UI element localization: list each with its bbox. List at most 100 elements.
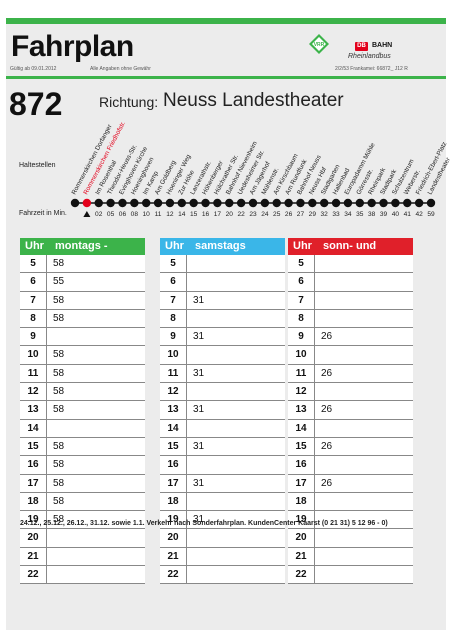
minutes-cell: 58 bbox=[53, 459, 65, 471]
table-row: 9 31 bbox=[160, 328, 285, 347]
svg-text:VRR: VRR bbox=[314, 42, 325, 48]
hour-cell: 12 bbox=[20, 383, 47, 401]
table-row: 8 bbox=[160, 309, 285, 329]
hour-cell: 19 bbox=[160, 511, 187, 529]
timetable-column: Uhr samstags 5 6 7 31 8 9 31 10 11 31 12 13 31 14 15 31 16… bbox=[160, 238, 285, 585]
table-row: 22 bbox=[160, 566, 285, 585]
hour-cell: 15 bbox=[20, 437, 47, 456]
stop-travel-time: 38 bbox=[368, 211, 376, 218]
stop-dot bbox=[284, 198, 293, 208]
minutes-cell: 58 bbox=[53, 477, 65, 489]
hour-cell: 16 bbox=[20, 456, 47, 474]
stops-label: Haltestellen bbox=[19, 162, 56, 169]
table-row: 6 bbox=[160, 273, 285, 292]
hour-cell: 16 bbox=[288, 456, 315, 474]
table-row: 15 26 bbox=[288, 437, 413, 457]
table-row: 20 bbox=[20, 529, 145, 548]
days-header: samstags bbox=[195, 240, 246, 252]
footnote: 24.12., 25.12., 26.12., 31.12. sowie 1.1… bbox=[20, 520, 388, 527]
stop-travel-time: 32 bbox=[321, 211, 329, 218]
table-row: 16 58 bbox=[20, 456, 145, 475]
hour-cell: 15 bbox=[288, 437, 315, 456]
table-row: 9 bbox=[20, 328, 145, 347]
hour-cell: 11 bbox=[20, 364, 47, 383]
rheinlandbus-label: Rheinlandbus bbox=[348, 53, 391, 60]
page-title: Fahrplan bbox=[11, 30, 134, 63]
hour-cell: 5 bbox=[288, 255, 315, 273]
stop-dot bbox=[142, 198, 151, 208]
hour-cell: 20 bbox=[20, 529, 47, 547]
hour-cell: 20 bbox=[288, 529, 315, 547]
stop-dot bbox=[426, 198, 436, 208]
table-row: 11 31 bbox=[160, 364, 285, 384]
stop-travel-time: 12 bbox=[166, 211, 174, 218]
reference-text: 2/2/53 Frankamei: 66872_ J12 R bbox=[335, 66, 408, 72]
valid-from-text: Gültig ab 09.01.2012 bbox=[10, 66, 57, 72]
stop-travel-time: 14 bbox=[178, 211, 186, 218]
table-row: 18 58 bbox=[20, 492, 145, 512]
hour-cell: 20 bbox=[160, 529, 187, 547]
hour-cell: 17 bbox=[20, 474, 47, 492]
minutes-cell: 26 bbox=[321, 367, 333, 379]
minutes-cell: 58 bbox=[53, 440, 65, 452]
stop-dot bbox=[189, 198, 198, 208]
table-row: 5 58 bbox=[20, 255, 145, 274]
stop-dot bbox=[248, 198, 258, 208]
hour-cell: 22 bbox=[288, 566, 315, 584]
stop-dot bbox=[414, 198, 424, 208]
table-row: 6 bbox=[288, 273, 413, 292]
hour-cell: 19 bbox=[20, 511, 47, 529]
hour-cell: 15 bbox=[160, 437, 187, 456]
header-divider bbox=[6, 76, 446, 79]
table-row: 14 bbox=[20, 419, 145, 438]
stop-dot bbox=[165, 198, 175, 208]
hour-cell: 8 bbox=[160, 309, 187, 328]
hour-cell: 6 bbox=[288, 273, 315, 291]
table-row: 20 bbox=[160, 529, 285, 548]
table-row: 11 58 bbox=[20, 364, 145, 384]
hour-cell: 18 bbox=[160, 492, 187, 511]
hour-cell: 14 bbox=[20, 419, 47, 437]
stop-dot bbox=[391, 198, 400, 208]
hour-cell: 9 bbox=[20, 328, 47, 346]
stop-dot bbox=[201, 198, 210, 208]
minutes-cell: 31 bbox=[193, 477, 205, 489]
stop-travel-time: 29 bbox=[309, 211, 317, 218]
minutes-cell: 31 bbox=[193, 331, 205, 343]
table-row: 18 bbox=[288, 492, 413, 512]
table-row: 10 bbox=[160, 346, 285, 365]
hour-cell: 8 bbox=[20, 309, 47, 328]
minutes-cell: 31 bbox=[193, 294, 205, 306]
stop-travel-time: 24 bbox=[261, 211, 269, 218]
stop-travel-time: 25 bbox=[273, 211, 281, 218]
stop-dot bbox=[260, 198, 270, 208]
hour-cell: 21 bbox=[288, 547, 315, 566]
stop-dot bbox=[118, 198, 127, 208]
stop-dot bbox=[130, 198, 139, 208]
stop-dot bbox=[331, 198, 341, 208]
stop-travel-time: 06 bbox=[119, 211, 127, 218]
table-row: 19 31 bbox=[160, 511, 285, 530]
hour-cell: 5 bbox=[160, 255, 187, 273]
table-row: 10 bbox=[288, 346, 413, 365]
table-row: 14 bbox=[288, 419, 413, 438]
stop-dot bbox=[403, 198, 412, 208]
table-row: 17 26 bbox=[288, 474, 413, 493]
disclaimer-text: Alle Angaben ohne Gewähr bbox=[90, 66, 151, 72]
db-bahn-label: BAHN bbox=[372, 42, 393, 49]
hour-cell: 12 bbox=[288, 383, 315, 401]
table-row: 19 58 bbox=[20, 511, 145, 530]
table-row: 13 31 bbox=[160, 401, 285, 420]
minutes-cell: 26 bbox=[321, 440, 333, 452]
table-row: 19 bbox=[288, 511, 413, 530]
table-row: 7 bbox=[288, 291, 413, 310]
minutes-cell: 55 bbox=[53, 276, 65, 288]
hour-header: Uhr bbox=[25, 240, 44, 252]
stop-travel-time: 23 bbox=[249, 211, 257, 218]
table-row: 14 bbox=[160, 419, 285, 438]
db-logo-icon: DB bbox=[355, 42, 368, 51]
hour-cell: 14 bbox=[160, 419, 187, 437]
